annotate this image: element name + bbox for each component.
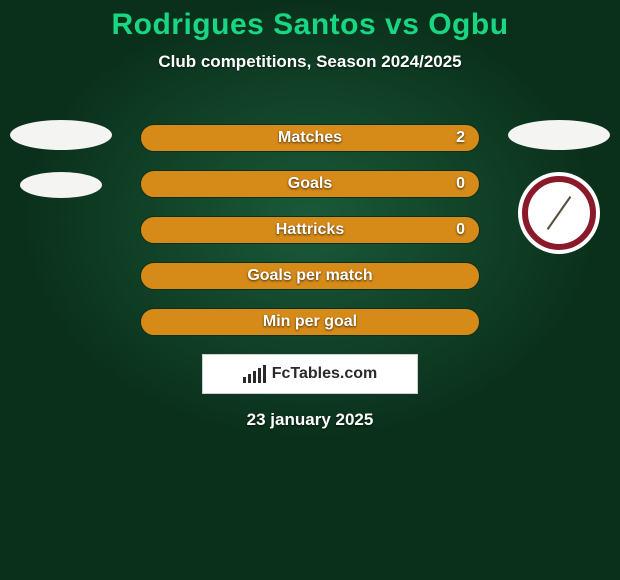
- club-badge-inner: [530, 184, 588, 242]
- page-title: Rodrigues Santos vs Ogbu: [0, 8, 620, 42]
- left-player-badges: [10, 120, 112, 220]
- stat-bar-label: Goals per match: [247, 267, 372, 285]
- stat-bar: Goals per match: [140, 262, 480, 290]
- fctables-logo: FcTables.com: [202, 354, 418, 394]
- stat-bar: Goals 0: [140, 170, 480, 198]
- stat-bar-label: Goals: [288, 175, 332, 193]
- stat-bar-value: 2: [456, 129, 465, 147]
- club-badge: [518, 172, 600, 254]
- content-area: Rodrigues Santos vs Ogbu Club competitio…: [0, 0, 620, 580]
- page-subtitle: Club competitions, Season 2024/2025: [0, 52, 620, 72]
- logo-text: FcTables.com: [272, 365, 378, 383]
- stat-bar-label: Hattricks: [276, 221, 344, 239]
- footer-date: 23 january 2025: [0, 410, 620, 430]
- logo-text-suffix: Tables.com: [290, 365, 377, 382]
- stat-bar-value: 0: [456, 221, 465, 239]
- stat-bar: Matches 2: [140, 124, 480, 152]
- stat-bar-label: Min per goal: [263, 313, 357, 331]
- stat-bar-value: 0: [456, 175, 465, 193]
- logo-bars-icon: [243, 365, 266, 383]
- left-ellipse-2: [20, 172, 102, 198]
- right-ellipse-1: [508, 120, 610, 150]
- logo-text-prefix: Fc: [272, 365, 291, 382]
- stats-bars: Matches 2 Goals 0 Hattricks 0 Goals per match M…: [140, 124, 480, 354]
- sword-icon: [547, 196, 572, 230]
- stat-bar: Min per goal: [140, 308, 480, 336]
- right-player-badges: [508, 120, 610, 254]
- left-ellipse-1: [10, 120, 112, 150]
- stat-bar-label: Matches: [278, 129, 342, 147]
- stat-bar: Hattricks 0: [140, 216, 480, 244]
